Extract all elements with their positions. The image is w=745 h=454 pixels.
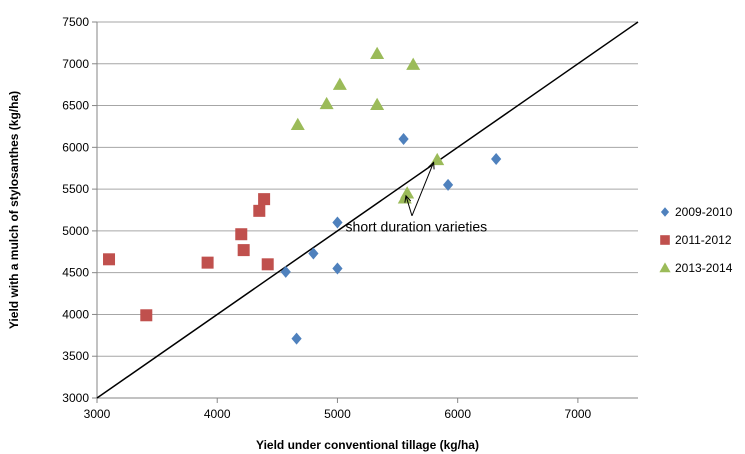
x-axis-title: Yield under conventional tillage (kg/ha) — [256, 438, 479, 452]
data-point-2009-2010 — [332, 216, 343, 229]
data-point-2011-2012 — [140, 309, 153, 322]
legend-marker-2009-2010 — [660, 207, 670, 217]
data-point-2009-2010 — [491, 153, 502, 166]
y-tick-label: 5500 — [62, 182, 89, 196]
reference-line-1-to-1 — [96, 21, 639, 399]
y-tick-label: 5000 — [62, 224, 89, 238]
data-point-2013-2014 — [406, 57, 421, 70]
data-points — [103, 46, 502, 345]
data-point-2009-2010 — [280, 265, 291, 278]
y-tick-label: 4500 — [62, 266, 89, 280]
annotation-text: short duration varieties — [346, 219, 488, 235]
data-point-2013-2014 — [319, 96, 334, 110]
x-tick-label: 6000 — [444, 407, 471, 421]
y-tick-label: 3000 — [62, 391, 89, 405]
y-tick-label: 7500 — [62, 15, 89, 29]
legend-marker-2013-2014 — [659, 262, 671, 273]
data-point-2011-2012 — [237, 244, 250, 257]
data-point-2013-2014 — [370, 97, 385, 110]
data-point-2009-2010 — [398, 132, 409, 145]
annotation-arrow — [405, 195, 413, 216]
data-point-2013-2014 — [400, 186, 415, 199]
axes — [92, 21, 638, 403]
annotation-arrow — [411, 162, 435, 217]
data-point-2009-2010 — [308, 247, 319, 260]
annotation-arrowhead — [404, 194, 412, 203]
data-point-2009-2010 — [332, 262, 343, 275]
y-tick-label: 6000 — [62, 140, 89, 154]
y-tick-label: 7000 — [62, 57, 89, 71]
data-point-2011-2012 — [103, 253, 116, 266]
data-point-2011-2012 — [201, 256, 214, 269]
legend-label: 2011-2012 — [675, 233, 732, 247]
data-point-2011-2012 — [261, 258, 274, 271]
x-tick-label: 3000 — [84, 407, 111, 421]
annotation-arrowhead — [428, 161, 435, 170]
reference-line — [96, 21, 639, 399]
data-point-2009-2010 — [291, 332, 302, 345]
x-tick-label: 5000 — [324, 407, 351, 421]
data-point-2011-2012 — [258, 193, 271, 206]
data-point-2013-2014 — [332, 77, 347, 90]
legend-label: 2013-2014 — [675, 261, 733, 275]
tick-labels: 3000 3500 4000 4500 5000 5500 6000 6500 7000 7500… — [62, 15, 591, 421]
legend: 2009-2010 2011-2012 2013-2014 — [659, 205, 733, 275]
x-tick-label: 7000 — [565, 407, 592, 421]
data-point-2013-2014 — [370, 46, 385, 60]
data-point-2011-2012 — [253, 204, 266, 217]
gridlines — [97, 21, 638, 357]
data-point-2013-2014 — [290, 117, 305, 131]
legend-marker-2011-2012 — [660, 235, 670, 245]
legend-label: 2009-2010 — [675, 205, 733, 219]
y-tick-label: 6500 — [62, 99, 89, 113]
y-tick-label: 3500 — [62, 349, 89, 363]
x-tick-label: 4000 — [204, 407, 231, 421]
data-point-2009-2010 — [442, 178, 454, 191]
data-point-2011-2012 — [235, 228, 248, 241]
y-tick-label: 4000 — [62, 307, 89, 321]
annotation: short duration varieties — [346, 161, 488, 235]
y-axis-title: Yield with a mulch of stylosanthes (kg/h… — [7, 91, 21, 329]
